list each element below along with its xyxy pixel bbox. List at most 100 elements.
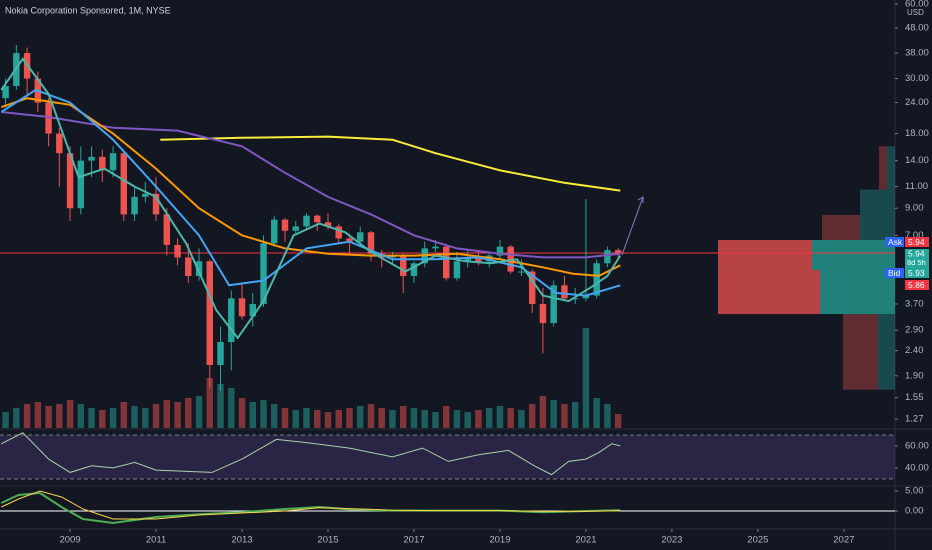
candle-body (507, 246, 514, 272)
candle-body (518, 271, 525, 273)
volume-bar (593, 398, 600, 428)
volume-bar (2, 412, 9, 428)
candle-body (314, 215, 321, 223)
candle-body (346, 238, 353, 242)
volume-bar (142, 408, 149, 428)
y-tick-label: 11.00 (905, 181, 928, 192)
candle-body (120, 153, 128, 215)
volume-bar (496, 406, 504, 428)
y-tick-label: 38.00 (905, 48, 929, 59)
candle-body (109, 153, 117, 171)
candle-body (77, 160, 85, 209)
last-price-box (905, 249, 929, 268)
candle-body (56, 133, 63, 154)
bid-box (885, 268, 904, 278)
volume-bar (335, 410, 342, 428)
candle-body (410, 263, 418, 276)
volume-bar (432, 412, 439, 428)
y-tick-label: 2.90 (905, 325, 924, 336)
volume-bar (34, 402, 42, 428)
volume-bar (88, 408, 95, 428)
volume-bar (314, 410, 321, 428)
candle-body (464, 257, 471, 262)
volume-bar (195, 396, 203, 428)
volume-bar (206, 378, 214, 428)
volume-bar (604, 404, 611, 428)
candle-body (142, 193, 149, 197)
x-tick-label: 2027 (833, 535, 854, 546)
volume-bar (163, 400, 171, 428)
candle-body (475, 257, 482, 262)
moving-average (160, 135, 621, 192)
y-tick-label: 1.55 (905, 392, 924, 403)
candle-body (281, 219, 289, 231)
volume-bar (281, 408, 289, 428)
candle-body (185, 257, 192, 276)
volume-bar (303, 408, 310, 428)
profile-up (860, 214, 895, 241)
volume-bar (13, 408, 20, 428)
volume-bar (238, 398, 246, 428)
rsi-tick-label: 40.00 (905, 462, 929, 473)
volume-bar (131, 406, 138, 428)
volume-bar (346, 408, 353, 428)
bid-price: 5.93 (908, 268, 925, 278)
bid-label: Bid (888, 268, 901, 278)
y-tick-label: 24.00 (905, 97, 929, 108)
candle-body (163, 214, 171, 245)
volume-bar (324, 412, 332, 428)
profile-up (860, 189, 895, 215)
candle-body (324, 222, 332, 227)
y-tick-label: 1.27 (905, 414, 924, 425)
y-tick-label: 60.00 (905, 0, 929, 9)
candle-body (131, 196, 138, 215)
x-tick-label: 2009 (59, 535, 80, 546)
candle-body (174, 244, 181, 258)
candle-body (399, 255, 407, 276)
volume-bar (56, 404, 63, 428)
ask-box (885, 237, 904, 247)
y-tick-label: 3.70 (905, 298, 924, 309)
chart-title: Nokia Corporation Sponsored, 1M, NYSE (5, 5, 171, 15)
x-tick-label: 2013 (231, 535, 252, 546)
volume-bar (518, 410, 525, 428)
volume-bar (421, 410, 428, 428)
moving-average (1, 111, 621, 259)
candle-body (303, 215, 310, 227)
y-tick-label: 18.00 (905, 128, 929, 139)
candle-body (66, 153, 74, 209)
volume-bar (174, 402, 181, 428)
candle-body (99, 156, 106, 171)
profile-down (822, 214, 860, 241)
x-tick-label: 2019 (489, 535, 510, 546)
candle-body (561, 285, 568, 299)
volume-bar (23, 404, 31, 428)
candle-body (45, 102, 52, 134)
candle-body (614, 250, 622, 253)
volume-bar (614, 414, 622, 428)
rsi-line (1, 432, 621, 476)
moving-average (0, 97, 621, 277)
candle-body (571, 298, 579, 300)
candle-body (539, 303, 547, 324)
profile-up (887, 146, 895, 190)
moving-average (0, 57, 622, 340)
volume-bar (120, 402, 128, 428)
y-tick-label: 14.00 (905, 155, 929, 166)
candle-body (2, 85, 9, 99)
countdown: 8d 5h (907, 258, 926, 267)
volume-bar (528, 404, 536, 428)
candle-body (88, 156, 95, 161)
ask-label: Ask (888, 237, 903, 247)
candle-body (367, 232, 375, 254)
volume-bar (249, 402, 256, 428)
prev-close-box (905, 280, 929, 290)
profile-down (843, 314, 878, 390)
candle-body (292, 226, 299, 231)
candle-body (271, 219, 278, 244)
volume-bar (217, 384, 224, 428)
volume-bar (367, 404, 375, 428)
candle-body (442, 246, 450, 279)
